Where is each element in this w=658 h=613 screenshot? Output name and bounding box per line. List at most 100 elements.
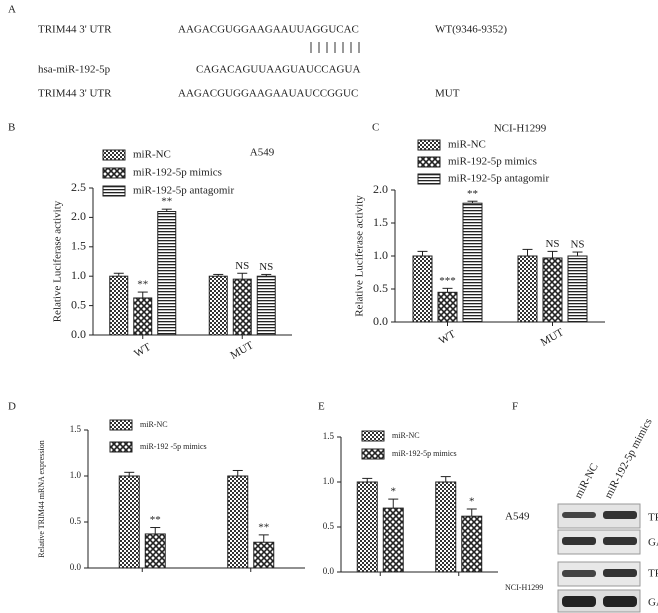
- chart-title: A549: [250, 147, 275, 159]
- y-tick-label: 0.5: [373, 281, 388, 295]
- band: [562, 570, 596, 577]
- y-tick-label: 2.5: [71, 180, 86, 194]
- y-tick-label: 1.0: [71, 268, 86, 282]
- legend-label: miR-192-5p mimics: [133, 167, 222, 179]
- y-tick-label: 1.5: [71, 239, 86, 253]
- bar: [412, 255, 433, 323]
- bar: [133, 297, 153, 336]
- y-tick-label: 0.0: [373, 314, 388, 328]
- bar: [462, 202, 483, 323]
- legend-swatch: [102, 185, 126, 197]
- significance-label: NS: [259, 261, 273, 273]
- significance-label: **: [258, 521, 269, 533]
- y-tick-label: 0.5: [323, 521, 335, 531]
- legend-swatch: [361, 430, 385, 442]
- band: [562, 596, 596, 607]
- y-tick-label: 1.0: [323, 476, 335, 486]
- bar: [118, 475, 140, 569]
- panel-label: C: [372, 122, 379, 134]
- legend-label: miR-NC: [392, 431, 420, 440]
- legend-swatch: [102, 149, 126, 161]
- seq-note: MUT: [435, 88, 460, 100]
- band-label: TRIM44: [648, 568, 658, 580]
- sequence: CAGACAGUUAAGUAUCCAGUA: [196, 64, 360, 76]
- significance-label: NS: [570, 239, 584, 251]
- x-tick-label: MUT: [539, 326, 566, 349]
- chart: 0.0 0.5 1.0 1.5 2.0 Relative Luciferase activ…: [354, 123, 605, 349]
- western-blot: miR-NC miR-192-5p mimics A549 NCI-H1299 …: [505, 416, 658, 613]
- legend-swatch: [417, 139, 441, 151]
- x-tick-label: MUT: [228, 339, 255, 362]
- significance-label: NS: [545, 238, 559, 250]
- sequence: AAGACGUGGAAGAAUAUCCGGUC: [178, 88, 358, 100]
- legend-swatch: [109, 419, 133, 431]
- panel-a: A TRIM44 3' UTR AAGACGUGGAAGAAUUAGGUCAC …: [8, 4, 507, 100]
- bar: [208, 275, 228, 336]
- band: [562, 512, 596, 518]
- significance-label: ***: [439, 275, 456, 287]
- legend-swatch: [109, 441, 133, 453]
- legend-label: miR-192 -5p mimics: [140, 442, 207, 451]
- y-tick-label: 2.0: [71, 209, 86, 223]
- bar: [227, 475, 249, 569]
- bar: [461, 515, 483, 573]
- seq-name: TRIM44 3' UTR: [38, 88, 112, 100]
- bar: [542, 257, 563, 323]
- sequence: AAGACGUGGAAGAAUUAGGUCAC: [178, 24, 359, 36]
- band-label: GAPDH: [648, 537, 658, 549]
- band: [603, 596, 637, 607]
- y-tick-label: 0.0: [71, 327, 86, 341]
- bar: [256, 275, 276, 336]
- bar: [382, 507, 404, 573]
- bar: [157, 211, 177, 336]
- blot-column-label: miR-192-5p mimics: [602, 416, 654, 500]
- chart-title: NCI-H1299: [494, 123, 547, 135]
- band-label: TRIM44: [648, 512, 658, 524]
- band: [603, 569, 637, 577]
- x-tick-label: WT: [132, 341, 153, 360]
- bar: [567, 255, 588, 323]
- legend-label: miR-NC: [448, 139, 486, 151]
- legend-label: miR-192-5p antagomir: [133, 185, 234, 197]
- band-label: GAPDH: [648, 597, 658, 609]
- chart: 0.0 0.5 1.0 1.5 2.0 2.5 Relative Luciferase ac…: [52, 147, 292, 362]
- y-axis-label: Relative Luciferase activity: [52, 200, 64, 322]
- bar: [435, 481, 457, 573]
- legend-swatch: [417, 173, 441, 185]
- bar: [109, 275, 129, 336]
- y-tick-label: 0.0: [323, 566, 335, 576]
- legend-label: miR-192-5p antagomir: [448, 173, 549, 185]
- chart: 0.0 0.5 1.0 1.5 Relative TRIM44 mRNA express…: [37, 419, 305, 572]
- y-tick-label: 1.5: [373, 215, 388, 229]
- band: [603, 511, 637, 519]
- bar: [144, 533, 166, 569]
- legend-label: miR-192-5p mimics: [448, 156, 537, 168]
- panel-label: D: [8, 401, 16, 413]
- band: [603, 537, 637, 545]
- blot-column-label: miR-NC: [572, 461, 600, 500]
- legend-swatch: [102, 167, 126, 179]
- legend-swatch: [361, 448, 385, 460]
- band: [562, 537, 596, 545]
- y-axis-label: Relative TRIM44 mRNA expression: [37, 440, 46, 557]
- y-tick-label: 1.5: [70, 424, 82, 434]
- y-axis-label: Relative Luciferase activity: [354, 195, 366, 317]
- legend-swatch: [417, 156, 441, 168]
- y-tick-label: 1.0: [373, 248, 388, 262]
- seq-note: WT(9346-9352): [435, 24, 507, 36]
- legend-label: miR-NC: [133, 149, 171, 161]
- bar: [253, 541, 275, 569]
- significance-label: NS: [235, 260, 249, 272]
- bar: [517, 255, 538, 323]
- seq-name: TRIM44 3' UTR: [38, 24, 112, 36]
- y-tick-label: 1.0: [70, 470, 82, 480]
- bar: [232, 278, 252, 336]
- significance-label: **: [150, 514, 161, 526]
- significance-label: *: [391, 486, 397, 498]
- cell-line-label: A549: [505, 511, 530, 523]
- significance-label: **: [161, 196, 172, 208]
- y-tick-label: 2.0: [373, 182, 388, 196]
- panel-label: E: [318, 401, 325, 413]
- bar: [356, 481, 378, 573]
- x-tick-label: WT: [437, 328, 458, 347]
